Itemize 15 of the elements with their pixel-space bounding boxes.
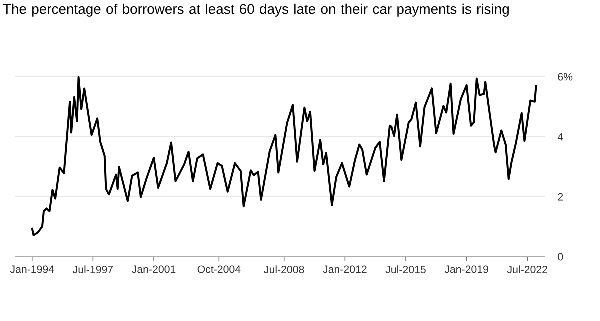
x-tick-label: Jan-2001 xyxy=(132,266,176,274)
line-series xyxy=(31,76,538,236)
y-tick-label: 4 xyxy=(558,133,564,141)
x-tick-label: Oct-2004 xyxy=(198,266,241,274)
x-tick-label: Jul-2015 xyxy=(386,266,426,274)
x-tick-label: Jul-2022 xyxy=(507,266,548,274)
y-tick-label: 6% xyxy=(558,73,573,81)
chart-title: The percentage of borrowers at least 60 days late on their car payments is rising xyxy=(3,4,509,17)
x-tick-label: Jan-2012 xyxy=(323,266,367,274)
x-tick-label: Jan-1994 xyxy=(10,266,54,274)
x-tick-label: Jan-2019 xyxy=(444,266,488,274)
x-tick-label: Jul-2008 xyxy=(264,266,304,274)
x-tick-label: Jul-1997 xyxy=(72,266,114,274)
y-tick-label: 2 xyxy=(558,193,564,201)
y-tick-label: 0 xyxy=(558,253,564,261)
